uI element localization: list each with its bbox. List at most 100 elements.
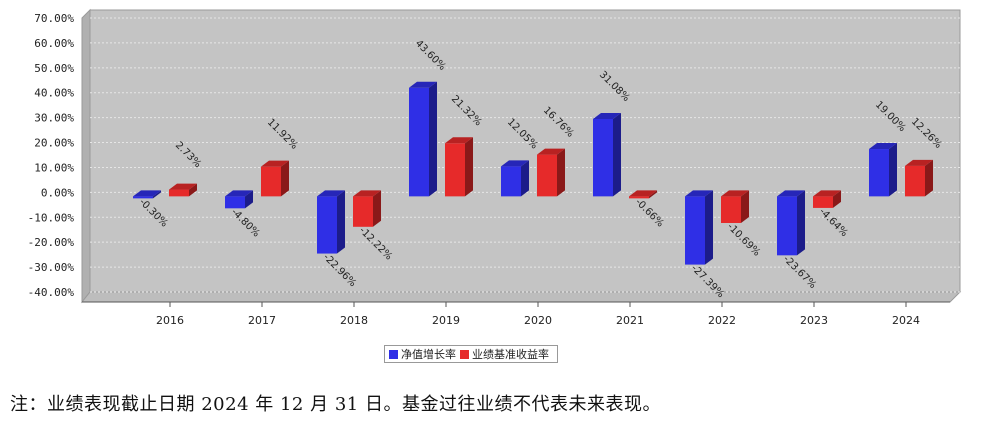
x-tick-label: 2021: [616, 314, 644, 327]
bar-nav-2016: [133, 190, 161, 199]
bar-nav-2017: [225, 190, 253, 209]
x-tick-label: 2022: [708, 314, 736, 327]
bar-front: [629, 196, 649, 199]
bar-side: [189, 183, 197, 197]
bar-top: [169, 183, 197, 190]
bar-nav-2018: [317, 190, 345, 254]
bar-benchmark-2023: [813, 190, 841, 208]
bar-top: [685, 190, 713, 197]
bar-side: [649, 190, 657, 199]
bar-side: [557, 148, 565, 197]
legend-item-nav: 净值增长率: [389, 346, 456, 362]
bar-benchmark-2019: [445, 137, 473, 197]
bar-front: [225, 196, 245, 209]
bar-front: [593, 118, 613, 197]
legend-label-nav: 净值增长率: [401, 348, 456, 361]
bar-top: [445, 137, 473, 144]
bar-nav-2021: [593, 112, 621, 197]
bar-benchmark-2016: [169, 183, 197, 197]
x-tick-label: 2020: [524, 314, 552, 327]
back-wall: [89, 9, 961, 293]
y-tick-label: -10.00%: [28, 211, 75, 224]
bar-side: [373, 190, 381, 227]
grid-lines: [90, 17, 960, 293]
bar-top: [721, 190, 749, 197]
bar-side: [741, 190, 749, 223]
bar-top: [593, 112, 621, 119]
bar-front: [261, 166, 281, 197]
y-tick-label: 50.00%: [34, 62, 74, 75]
bar-side: [797, 190, 805, 256]
bar-front: [537, 154, 557, 197]
bar-front: [317, 196, 337, 254]
bar-side: [153, 190, 161, 199]
bar-nav-2019: [409, 81, 437, 197]
bar-top: [905, 159, 933, 166]
y-tick-label: 40.00%: [34, 87, 74, 100]
bars: [133, 81, 933, 265]
y-tick-label: 60.00%: [34, 37, 74, 50]
floor: [80, 291, 962, 303]
x-tick-label: 2024: [892, 314, 920, 327]
bar-side: [521, 160, 529, 197]
y-tick-label: -20.00%: [28, 236, 75, 249]
bar-front: [905, 165, 925, 197]
y-tick-label: -30.00%: [28, 261, 75, 274]
bar-benchmark-2018: [353, 190, 381, 227]
bar-side: [245, 190, 253, 209]
bar-benchmark-2022: [721, 190, 749, 223]
bar-top: [813, 190, 841, 197]
x-tick-label: 2018: [340, 314, 368, 327]
bar-top: [225, 190, 253, 197]
bar-nav-2024: [869, 143, 897, 197]
bar-front: [353, 196, 373, 227]
bar-side: [281, 160, 289, 197]
y-tick-label: 10.00%: [34, 161, 74, 174]
y-axis: 70.00% 60.00% 50.00% 40.00% 30.00% 20.00% 10.0…: [28, 12, 75, 299]
y-tick-label: 0.00%: [41, 186, 74, 199]
bar-top: [777, 190, 805, 197]
x-tick-label: 2016: [156, 314, 184, 327]
bar-benchmark-2017: [261, 160, 289, 197]
bar-top: [537, 148, 565, 155]
left-wall: [81, 8, 91, 304]
bar-benchmark-2024: [905, 159, 933, 197]
legend-item-benchmark: 业绩基准收益率: [460, 346, 549, 362]
bar-front: [721, 196, 741, 223]
x-tick-label: 2023: [800, 314, 828, 327]
footnote: 注：业绩表现截止日期 2024 年 12 月 31 日。基金过往业绩不代表未来表…: [10, 394, 661, 415]
bar-front: [133, 196, 153, 199]
bar-nav-2022: [685, 190, 713, 265]
bar-side: [429, 81, 437, 197]
bar-top: [133, 190, 161, 197]
bar-side: [613, 112, 621, 197]
plot-background: [80, 8, 962, 304]
bar-side: [833, 190, 841, 208]
bar-top: [629, 190, 657, 197]
bar-chart: 70.00% 60.00% 50.00% 40.00% 30.00% 20.00% 10.0…: [28, 8, 962, 327]
x-tick-label: 2019: [432, 314, 460, 327]
bar-front: [409, 87, 429, 197]
bar-front: [777, 196, 797, 256]
bar-benchmark-2020: [537, 148, 565, 197]
bar-top: [353, 190, 381, 197]
bar-side: [465, 137, 473, 197]
x-tick-label: 2017: [248, 314, 276, 327]
y-tick-label: -40.00%: [28, 286, 75, 299]
y-tick-label: 70.00%: [34, 12, 74, 25]
y-tick-label: 30.00%: [34, 112, 74, 125]
bar-side: [705, 190, 713, 265]
bar-top: [409, 81, 437, 88]
bar-side: [889, 143, 897, 197]
bar-top: [869, 143, 897, 150]
bar-front: [445, 143, 465, 197]
legend-swatch-benchmark: [460, 349, 469, 359]
bar-front: [813, 196, 833, 208]
bar-top: [501, 160, 529, 167]
legend: 净值增长率 业绩基准收益率: [384, 345, 558, 363]
legend-label-benchmark: 业绩基准收益率: [472, 348, 549, 361]
bar-nav-2020: [501, 160, 529, 197]
bar-front: [501, 166, 521, 197]
bar-front: [169, 189, 189, 197]
bar-nav-2023: [777, 190, 805, 256]
